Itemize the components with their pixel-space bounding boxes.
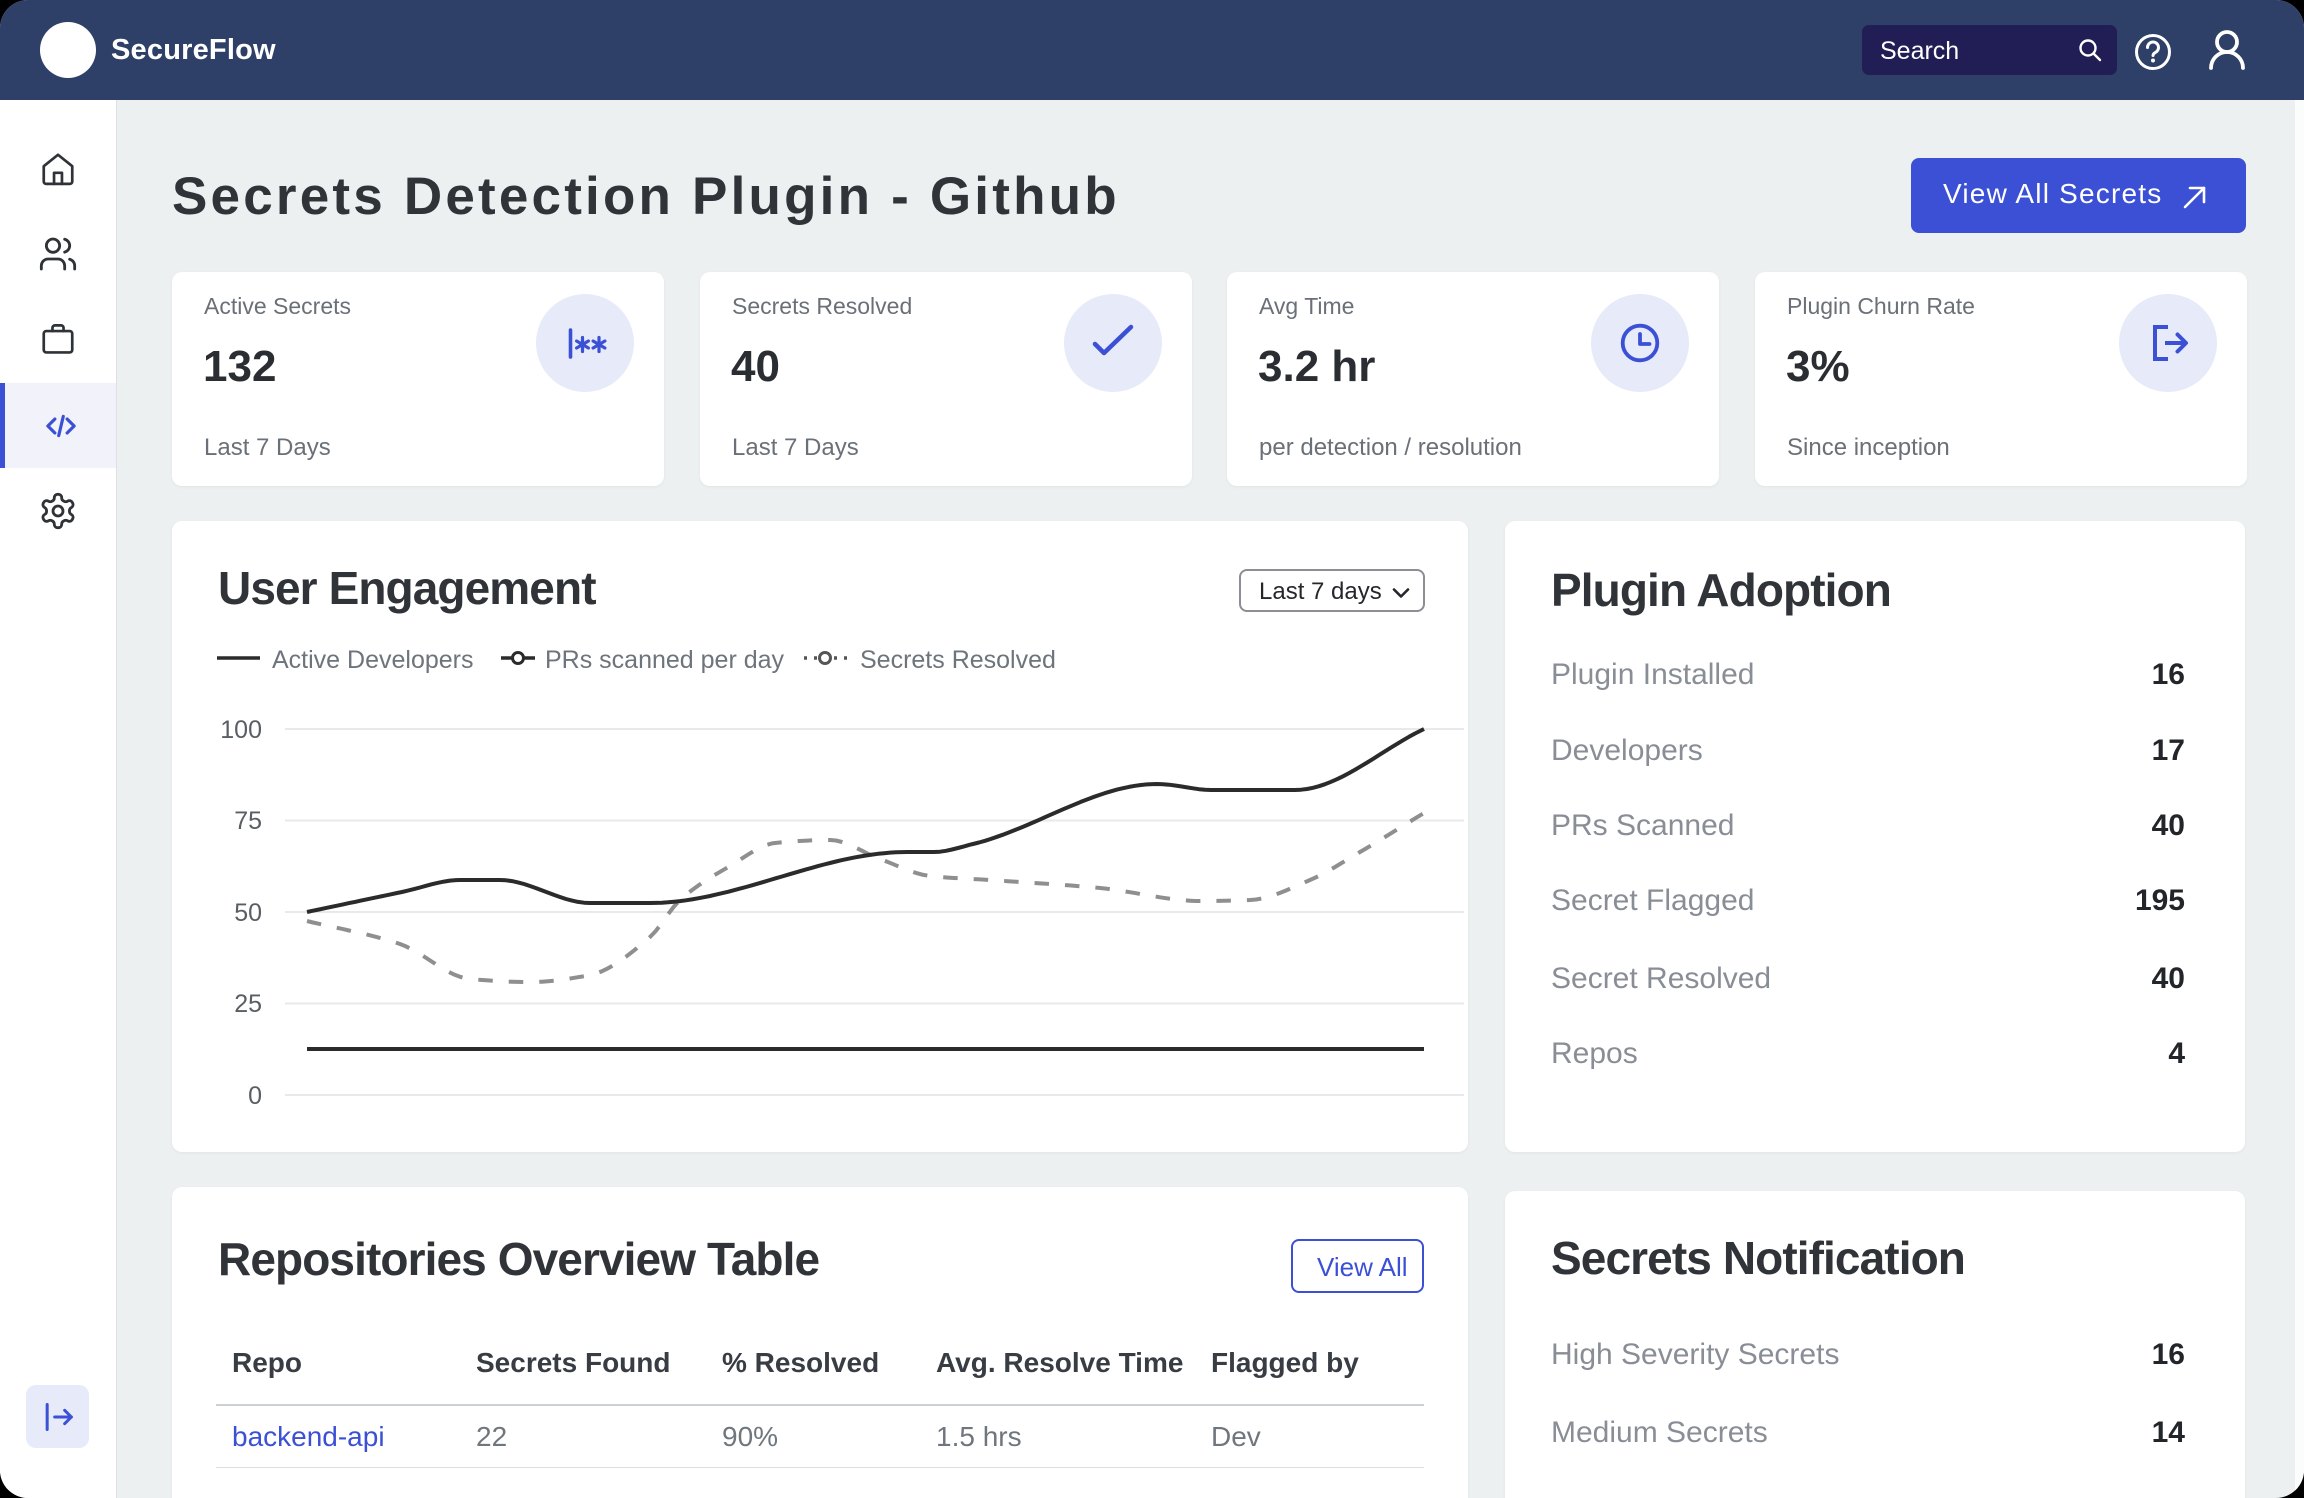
svg-text:25: 25 (234, 990, 262, 1018)
svg-text:75: 75 (234, 807, 262, 835)
svg-text:50: 50 (234, 899, 262, 927)
svg-text:0: 0 (248, 1082, 262, 1110)
svg-text:100: 100 (220, 716, 262, 744)
